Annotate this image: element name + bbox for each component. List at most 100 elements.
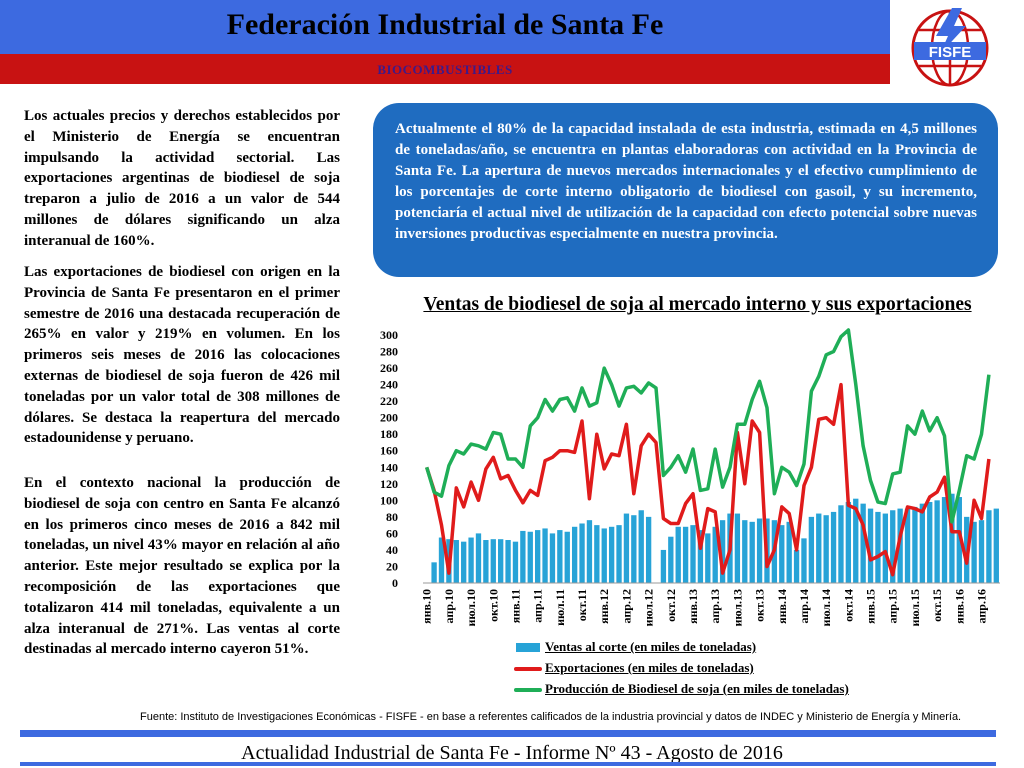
y-tick-label: 140 [380,460,398,474]
y-tick-label: 80 [386,510,398,524]
x-tick-label: окт.15 [930,589,944,622]
paragraph-prices: Los actuales precios y derechos establec… [24,108,340,249]
bar [912,506,918,583]
x-tick-label: апр.11 [531,589,545,623]
bar [860,503,866,583]
bar [853,498,859,583]
x-tick-label: окт.12 [664,589,678,622]
legend-label-ventas: Ventas al corte (en miles de toneladas) [545,639,757,654]
x-tick-label: апр.16 [975,589,989,623]
bar [830,511,837,583]
legend-item-produccion: Producción de Biodiesel de soja (en mile… [512,679,932,700]
bar [749,521,755,583]
x-tick-label: окт.13 [753,589,767,622]
callout-box [373,103,998,277]
bar [742,520,748,583]
bar [453,540,459,583]
y-tick-label: 280 [380,345,398,359]
bar [512,541,519,583]
chart-legend: Ventas al corte (en miles de toneladas) … [512,637,932,700]
bar [823,515,829,583]
legend-swatch-exportaciones [514,667,542,671]
bar [919,503,925,583]
bar [594,525,600,583]
bar [697,530,704,583]
y-tick-label: 260 [380,361,398,375]
x-tick-label: окт.14 [841,589,855,622]
bar [927,501,933,583]
footer-text: Actualidad Industrial de Santa Fe - Info… [241,742,783,764]
y-tick-label: 0 [392,576,398,590]
bar [638,510,644,583]
x-tick-label: янв.14 [775,589,789,624]
y-tick-label: 300 [380,328,398,342]
x-axis-labels: янв.10 апр.10 июл.10 окт.10 янв.11 апр.11 июл.… [420,589,989,627]
bar [571,526,578,583]
x-tick-label: июл.14 [819,589,833,627]
x-tick-label: янв.16 [952,589,966,624]
x-tick-label: апр.13 [708,589,722,623]
x-tick-label: апр.14 [797,589,811,623]
bar [631,515,637,583]
bar [993,508,999,583]
bar [498,539,504,583]
legend-item-ventas: Ventas al corte (en miles de toneladas) [512,637,932,658]
bar [949,493,955,583]
footer-rule-bottom [20,762,996,766]
y-tick-label: 100 [380,493,398,507]
y-tick-label: 160 [380,444,398,458]
bar [705,533,711,583]
bar [978,520,985,583]
x-tick-label: апр.12 [619,589,633,623]
x-tick-label: янв.13 [686,589,700,624]
line-series [425,328,991,577]
y-axis-labels: 0 20 40 60 80 100 120 140 160 180 200 220 240 260 280 3… [380,328,398,590]
x-tick-label: июл.11 [553,589,567,626]
bar [608,526,615,583]
bar [468,537,474,583]
section-band [0,54,890,84]
bar [801,538,807,583]
bar [645,516,652,583]
x-tick-label: янв.11 [508,589,522,623]
bar [816,513,822,583]
bar [616,525,622,583]
bar [845,501,852,583]
produccion-line [425,328,991,524]
x-tick-label: окт.10 [486,589,500,622]
legend-swatch-produccion [514,688,542,692]
bar [579,523,585,583]
legend-swatch-ventas [516,643,540,652]
bar [557,530,563,583]
x-tick-label: июл.12 [642,589,656,627]
y-tick-label: 240 [380,378,398,392]
bar [438,537,445,583]
paragraph-santa-fe-exports: Las exportaciones de biodiesel con orige… [24,264,340,447]
legend-label-produccion: Producción de Biodiesel de soja (en mile… [545,681,849,696]
callout-text: Actualmente el 80% de la capacidad insta… [395,121,977,242]
x-tick-label: апр.10 [442,589,456,623]
x-tick-label: июл.10 [464,589,478,627]
y-tick-label: 200 [380,411,398,425]
fisfe-logo: FISFE [911,8,989,87]
x-tick-label: июл.15 [908,589,922,627]
bar [623,513,630,583]
section-title: BIOCOMBUSTIBLES [377,62,513,77]
bar [483,540,489,583]
bar [779,525,785,583]
bar [490,539,496,583]
bar [875,511,881,583]
bar [838,505,844,583]
bar [956,497,962,583]
bar [542,528,548,583]
x-tick-label: янв.15 [864,589,878,624]
bar [431,562,437,583]
bar [712,526,718,583]
x-tick-label: янв.12 [597,589,611,624]
bar [586,520,593,583]
bar [934,500,940,583]
bar [675,526,681,583]
page-title: Federación Industrial de Santa Fe [226,8,664,41]
y-tick-label: 20 [386,559,398,573]
y-tick-label: 60 [386,526,398,540]
